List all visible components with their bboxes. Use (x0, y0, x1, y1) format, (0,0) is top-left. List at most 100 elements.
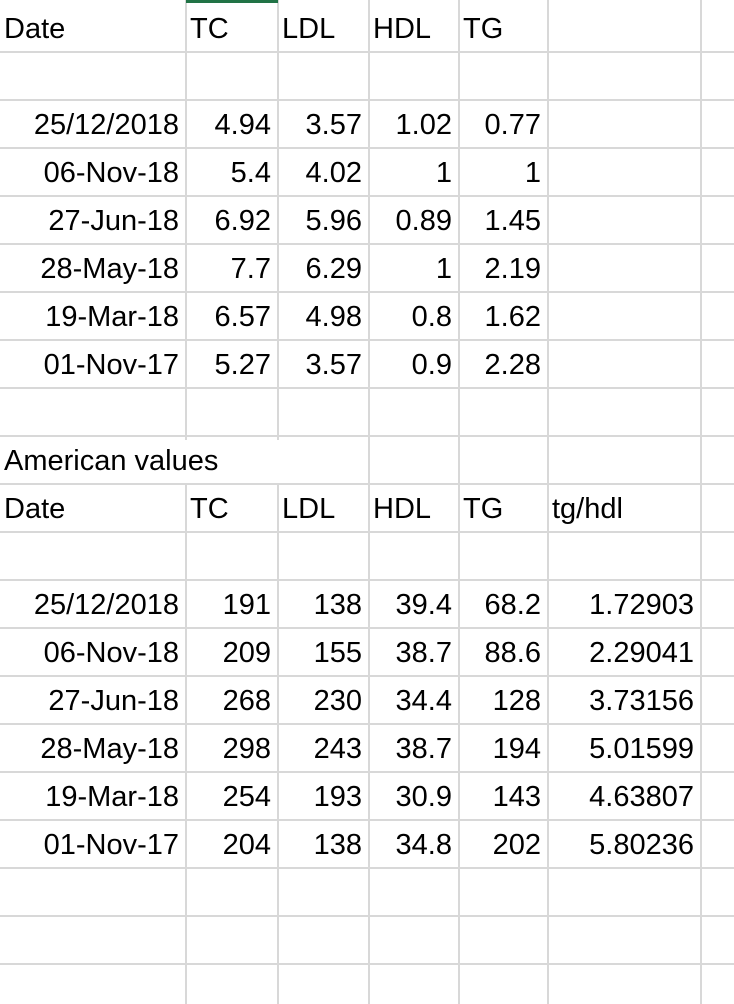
cell-tc[interactable]: 268 (222, 685, 271, 717)
row-gridline (0, 51, 734, 53)
row-gridline (0, 147, 734, 149)
cell-date[interactable]: 06-Nov-18 (43, 157, 179, 189)
cell-tc[interactable]: 204 (222, 829, 271, 861)
cell-tc[interactable]: 5.4 (230, 157, 271, 189)
table-row: 25/12/2018 4.94 3.57 1.02 0.77 (0, 101, 734, 149)
cell-hdl[interactable]: 1 (435, 253, 452, 285)
cell-hdl[interactable]: 34.4 (395, 685, 452, 717)
cell-ldl[interactable]: 138 (313, 589, 362, 621)
column-gridline (458, 0, 460, 1004)
cell-hdl[interactable]: 0.8 (411, 301, 452, 333)
cell-tg-hdl[interactable]: 1.72903 (589, 589, 694, 621)
cell-hdl[interactable]: 38.7 (395, 733, 452, 765)
cell-hdl[interactable]: 0.9 (411, 349, 452, 381)
cell-ldl[interactable]: 193 (313, 781, 362, 813)
table-row: 06-Nov-18 5.4 4.02 1 1 (0, 149, 734, 197)
table-row: 19-Mar-18 254 193 30.9 143 4.63807 (0, 773, 734, 821)
cell-tg[interactable]: 0.77 (484, 109, 541, 141)
header-tg[interactable]: TG (463, 493, 504, 525)
cell-tc[interactable]: 191 (222, 589, 271, 621)
cell-tg[interactable]: 143 (492, 781, 541, 813)
header-tc[interactable]: TC (190, 13, 229, 45)
row-gridline (0, 291, 734, 293)
cell-ldl[interactable]: 4.02 (305, 157, 362, 189)
cell-tc[interactable]: 6.92 (214, 205, 271, 237)
cell-tg[interactable]: 88.6 (484, 637, 541, 669)
header-ldl[interactable]: LDL (282, 493, 336, 525)
cell-ldl[interactable]: 4.98 (305, 301, 362, 333)
cell-tc[interactable]: 5.27 (214, 349, 271, 381)
row-gridline (0, 531, 734, 533)
cell-tc[interactable]: 7.7 (230, 253, 271, 285)
cell-tg-hdl[interactable]: 5.80236 (589, 829, 694, 861)
cell-tg-hdl[interactable]: 2.29041 (589, 637, 694, 669)
header-ldl[interactable]: LDL (282, 13, 336, 45)
cell-date[interactable]: 01-Nov-17 (43, 349, 179, 381)
header-tc[interactable]: TC (190, 493, 229, 525)
header-tg[interactable]: TG (463, 13, 504, 45)
cell-date[interactable]: 25/12/2018 (33, 109, 179, 141)
cell-tg[interactable]: 2.19 (484, 253, 541, 285)
cell-tg-hdl[interactable]: 3.73156 (589, 685, 694, 717)
cell-tg[interactable]: 202 (492, 829, 541, 861)
cell-date[interactable]: 19-Mar-18 (45, 301, 179, 333)
cell-ldl[interactable]: 138 (313, 829, 362, 861)
cell-hdl[interactable]: 1.02 (395, 109, 452, 141)
cell-tg[interactable]: 1.62 (484, 301, 541, 333)
cell-tg[interactable]: 2.28 (484, 349, 541, 381)
cell-ldl[interactable]: 3.57 (305, 349, 362, 381)
cell-tg[interactable]: 194 (492, 733, 541, 765)
overflow-mask (184, 440, 280, 483)
row-gridline (0, 771, 734, 773)
cell-ldl[interactable]: 6.29 (305, 253, 362, 285)
cell-tc[interactable]: 254 (222, 781, 271, 813)
section-title[interactable]: American values (4, 445, 219, 477)
cell-ldl[interactable]: 230 (313, 685, 362, 717)
cell-hdl[interactable]: 1 (435, 157, 452, 189)
header-date[interactable]: Date (4, 493, 66, 525)
row-gridline (0, 195, 734, 197)
cell-tg[interactable]: 1 (524, 157, 541, 189)
row-gridline (0, 243, 734, 245)
cell-ldl[interactable]: 155 (313, 637, 362, 669)
row-gridline (0, 483, 734, 485)
cell-hdl[interactable]: 0.89 (395, 205, 452, 237)
cell-hdl[interactable]: 30.9 (395, 781, 452, 813)
table-row: 25/12/2018 191 138 39.4 68.2 1.72903 (0, 581, 734, 629)
cell-tg-hdl[interactable]: 5.01599 (589, 733, 694, 765)
cell-hdl[interactable]: 34.8 (395, 829, 452, 861)
table-row: 19-Mar-18 6.57 4.98 0.8 1.62 (0, 293, 734, 341)
row-gridline (0, 435, 734, 437)
cell-ldl[interactable]: 243 (313, 733, 362, 765)
header-hdl[interactable]: HDL (373, 493, 432, 525)
section-title-row: American values (0, 437, 734, 485)
cell-tg[interactable]: 68.2 (484, 589, 541, 621)
row-gridline (0, 627, 734, 629)
header-tg-hdl[interactable]: tg/hdl (552, 493, 623, 525)
cell-tg-hdl[interactable]: 4.63807 (589, 781, 694, 813)
cell-date[interactable]: 25/12/2018 (33, 589, 179, 621)
header-date[interactable]: Date (4, 13, 66, 45)
cell-date[interactable]: 06-Nov-18 (43, 637, 179, 669)
cell-hdl[interactable]: 38.7 (395, 637, 452, 669)
cell-ldl[interactable]: 5.96 (305, 205, 362, 237)
cell-date[interactable]: 27-Jun-18 (48, 205, 179, 237)
cell-date[interactable]: 27-Jun-18 (48, 685, 179, 717)
cell-ldl[interactable]: 3.57 (305, 109, 362, 141)
cell-date[interactable]: 28-May-18 (40, 733, 179, 765)
row-gridline (0, 723, 734, 725)
cell-date[interactable]: 28-May-18 (40, 253, 179, 285)
cell-tg[interactable]: 128 (492, 685, 541, 717)
cell-tc[interactable]: 298 (222, 733, 271, 765)
table-row: 28-May-18 298 243 38.7 194 5.01599 (0, 725, 734, 773)
cell-tc[interactable]: 4.94 (214, 109, 271, 141)
header-hdl[interactable]: HDL (373, 13, 432, 45)
cell-tg[interactable]: 1.45 (484, 205, 541, 237)
cell-hdl[interactable]: 39.4 (395, 589, 452, 621)
cell-tc[interactable]: 6.57 (214, 301, 271, 333)
table-row: 27-Jun-18 268 230 34.4 128 3.73156 (0, 677, 734, 725)
cell-date[interactable]: 01-Nov-17 (43, 829, 179, 861)
cell-date[interactable]: 19-Mar-18 (45, 781, 179, 813)
cell-tc[interactable]: 209 (222, 637, 271, 669)
